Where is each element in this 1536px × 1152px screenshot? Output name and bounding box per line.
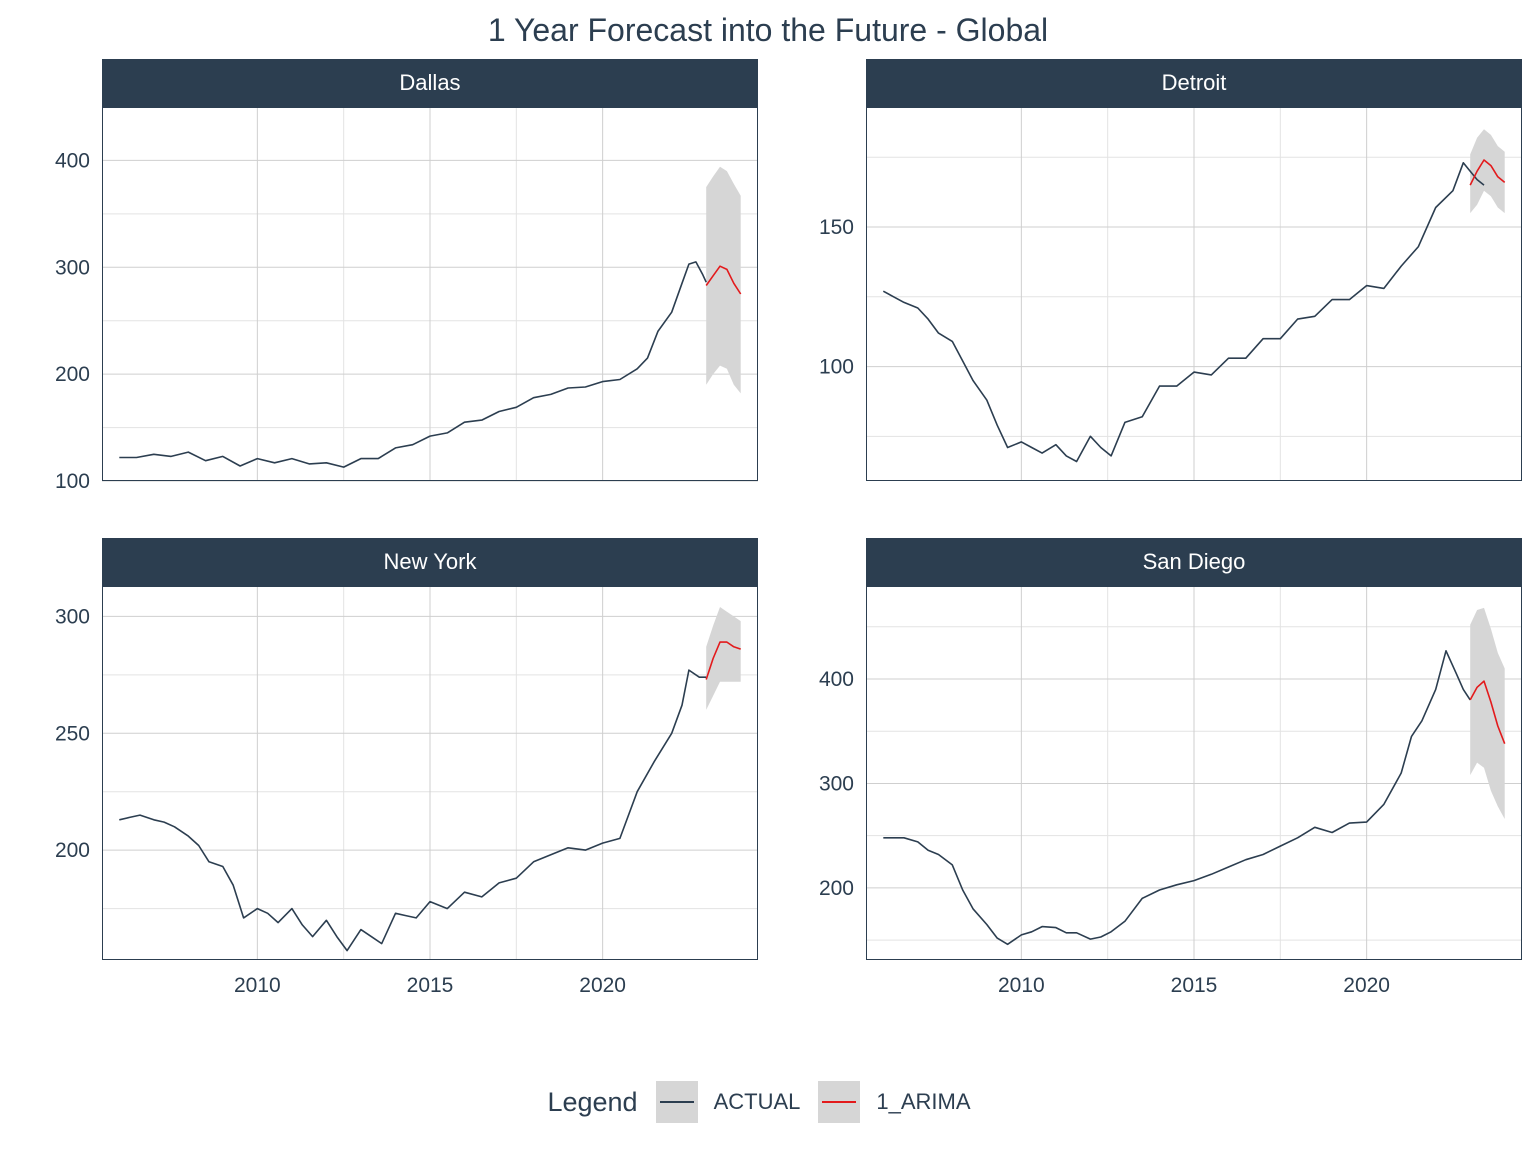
forecast-interval-band [706,607,741,710]
series-line-1-arima [705,265,742,295]
legend-swatch-arima [822,1101,857,1103]
legend-key-arima [818,1081,861,1123]
y-tick-label: 200 [819,877,854,900]
panel-border [866,107,1522,481]
plot-area: 100 200 300 400 [55,107,758,493]
x-tick-label: 2010 [998,974,1045,997]
y-tick-label: 300 [55,256,90,279]
facet-strip: Dallas [102,59,758,107]
panel-border [102,586,758,960]
legend-key-actual [655,1081,698,1123]
facet-strip: Detroit [866,59,1522,107]
series-line-1-arima [705,641,741,680]
plot-area: 200 300 400 2010 2015 2020 [819,586,1522,997]
legend-title: Legend [547,1086,638,1117]
series-line-actual [882,161,1485,463]
chart-title: 1 Year Forecast into the Future - Global [487,12,1049,48]
legend-label-arima: 1_ARIMA [876,1089,971,1114]
legend-label-actual: ACTUAL [713,1089,801,1114]
y-tick-label: 400 [819,668,854,691]
y-tick-label: 150 [819,216,854,239]
series-line-actual [119,261,707,468]
series-line-1-arima [1469,159,1506,186]
series-line-1-arima [1469,680,1506,744]
facet-strip: San Diego [866,538,1522,586]
series-line-actual [883,650,1471,946]
y-tick-label: 200 [55,839,90,862]
plot-area: 100 150 [819,107,1522,481]
panel-border [866,586,1522,960]
forecast-interval-band [1470,129,1505,214]
legend: Legend ACTUAL 1_ARIMA [0,1072,1536,1132]
series-line-actual [119,669,707,952]
x-tick-label: 2015 [1171,974,1218,997]
plot-area: 200 250 300 2010 2015 2020 [55,586,758,997]
legend-swatch-actual [659,1101,694,1103]
x-tick-label: 2020 [579,974,626,997]
y-tick-label: 300 [55,605,90,628]
x-tick-label: 2015 [407,974,454,997]
x-tick-label: 2010 [234,974,281,997]
facet-strip: New York [102,538,758,586]
y-tick-label: 250 [55,722,90,745]
panel-border [102,107,758,481]
forecast-interval-band [706,166,741,394]
y-tick-label: 400 [55,149,90,172]
x-tick-label: 2020 [1343,974,1390,997]
y-tick-label: 300 [819,772,854,795]
y-tick-label: 200 [55,363,90,386]
y-tick-label: 100 [55,470,90,493]
forecast-interval-band [1470,607,1505,819]
y-tick-label: 100 [819,356,854,379]
